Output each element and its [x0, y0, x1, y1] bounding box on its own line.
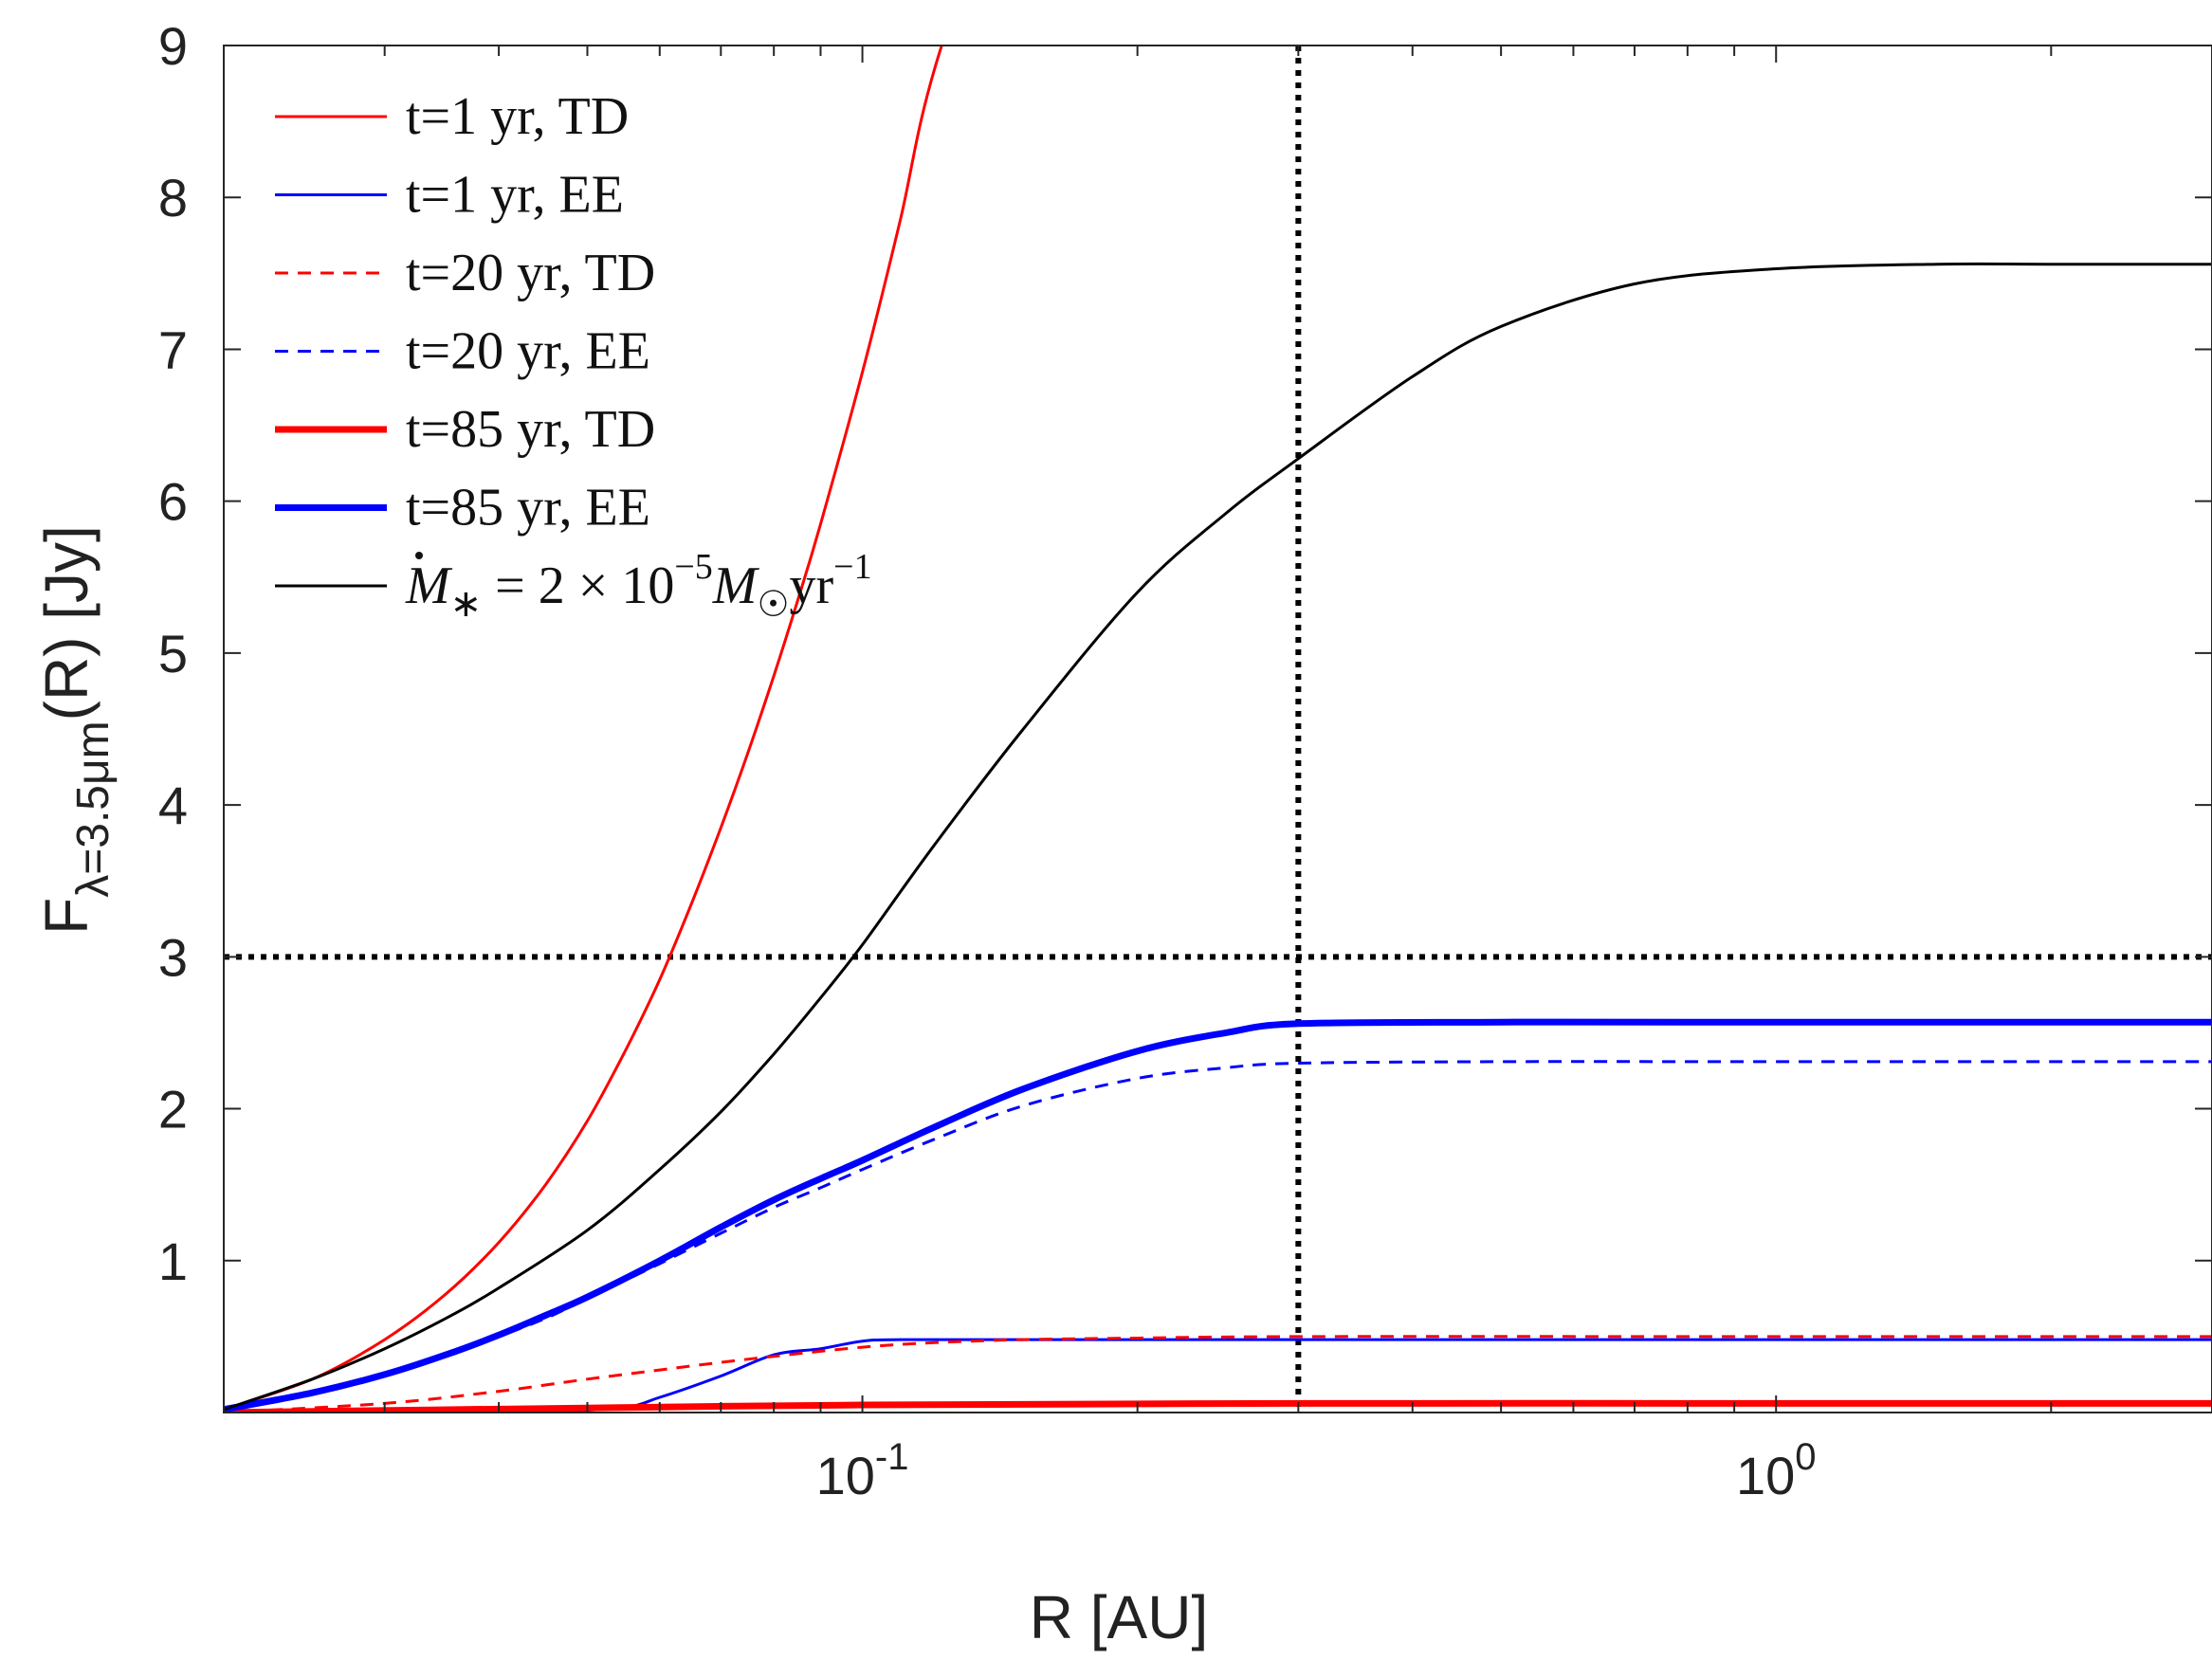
svg-text:Fλ=3.5μm(R) [Jy]: Fλ=3.5μm(R) [Jy] — [32, 525, 119, 935]
series-line-5 — [224, 1018, 2212, 1413]
y-tick-label: 7 — [158, 319, 188, 379]
legend-label-3: t=20 yr, EE — [406, 322, 650, 381]
legend-label-2: t=20 yr, TD — [406, 244, 655, 302]
series-line-2 — [224, 1335, 2212, 1413]
plot-frame — [223, 45, 2212, 1413]
y-tick-label: 3 — [158, 927, 188, 987]
y-tick-label: 8 — [158, 168, 188, 228]
legend-mdot-dot — [415, 552, 423, 559]
legend-label-4: t=85 yr, TD — [406, 400, 655, 459]
y-axis-title-suffix: (R) [Jy] — [32, 525, 101, 720]
y-tick-label: 2 — [158, 1080, 188, 1139]
legend-label-0: t=1 yr, TD — [406, 87, 629, 146]
series-line-6 — [224, 262, 2212, 1412]
y-tick-label: 5 — [158, 624, 188, 684]
legend-label-5: t=85 yr, EE — [406, 479, 650, 538]
series-line-3 — [224, 1060, 2212, 1412]
series-line-4 — [224, 1399, 2212, 1413]
y-axis-title-subscript: λ=3.5μm — [68, 720, 119, 897]
legend-label-1: t=1 yr, EE — [406, 166, 624, 225]
series-line-0 — [224, 46, 943, 1412]
y-axis-title-main: F — [32, 898, 101, 935]
y-tick-label: 6 — [158, 472, 188, 532]
y-axis-title: Fλ=3.5μm(R) [Jy] — [32, 525, 119, 935]
y-tick-label: 1 — [158, 1231, 188, 1291]
y-tick-label: 4 — [158, 775, 188, 835]
x-tick-label: 10-1 — [816, 1436, 909, 1505]
x-tick-label: 100 — [1736, 1436, 1817, 1505]
legend-label-6: M∗ = 2 × 10−5M☉yr−1 — [405, 547, 872, 625]
y-tick-label: 9 — [158, 16, 188, 76]
x-axis-title: R [AU] — [1030, 1583, 1208, 1651]
